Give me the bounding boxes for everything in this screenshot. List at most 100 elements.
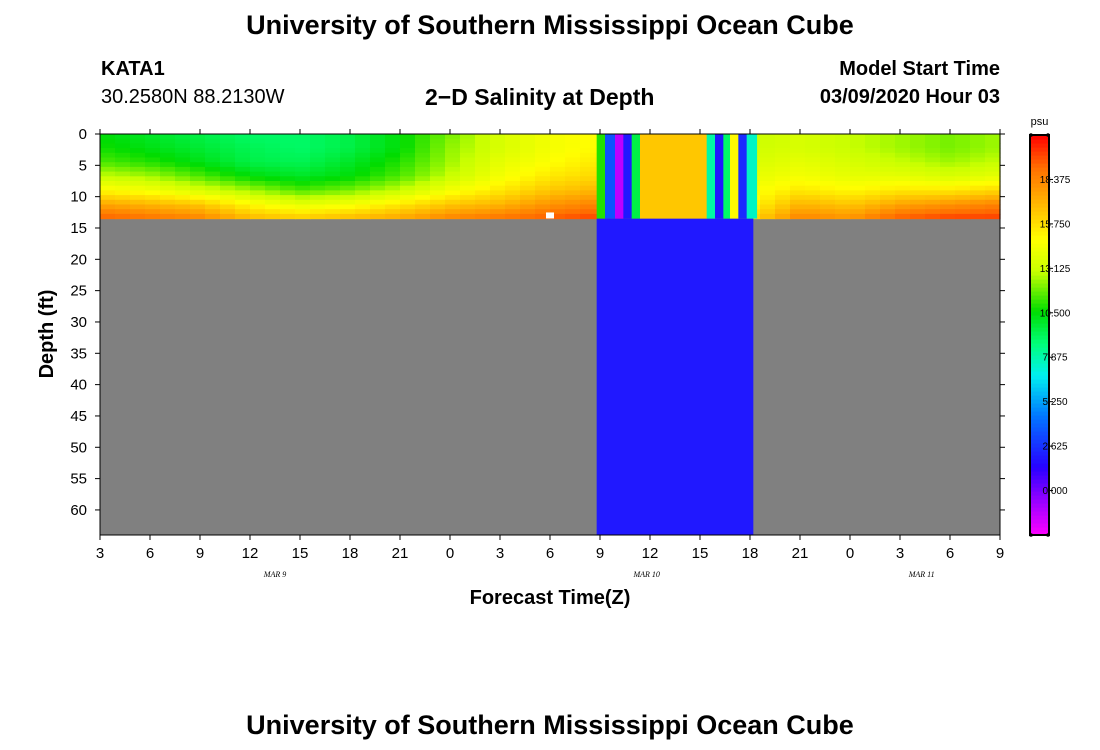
heatmap-cell [280,185,296,191]
heatmap-cell [895,162,911,168]
heatmap-cell [925,134,941,140]
heatmap-cell [580,176,596,182]
heatmap-cell [955,185,971,191]
heatmap-cell [580,148,596,154]
heatmap-cell [160,213,176,220]
heatmap-cell [430,148,446,154]
anomaly-column [738,134,748,219]
heatmap-cell [145,152,161,159]
heatmap-cell [325,204,341,210]
heatmap-cell [505,143,521,149]
heatmap-cell [835,176,851,182]
heatmap-cell [880,134,896,140]
y-tick-label: 35 [70,345,87,362]
heatmap-cell [175,204,191,210]
heatmap-cell [340,138,356,144]
heatmap-cell [430,138,446,144]
heatmap-cell [895,157,911,163]
heatmap-cell [250,143,266,149]
heatmap-cell [970,176,986,182]
heatmap-cell [460,143,476,149]
heatmap-cell [820,209,836,215]
heatmap-cell [220,195,236,201]
heatmap-cell [100,199,116,206]
heatmap-cell [940,143,956,149]
colorbar-segment [1030,335,1049,340]
heatmap-cell [985,134,1001,140]
colorbar-frame [1029,134,1050,536]
heatmap-cell [370,152,386,159]
heatmap-cell [580,195,596,201]
heatmap-cell [535,138,551,144]
heatmap-cell [415,195,431,201]
heatmap-cell [205,199,221,206]
heatmap-cell [910,134,926,140]
heatmap-cell [355,176,371,182]
heatmap-cell [835,185,851,191]
heatmap-cell [985,138,1001,144]
axes: 3 6 9 12 15 18 21 0 3 6 9 12 15 18 21 0 3 6 9 MAR 9 MAR 10 MA… [70,126,1005,579]
heatmap-cell [460,180,476,187]
colorbar-segment [1030,387,1049,392]
heatmap-cell [835,190,851,196]
heatmap-cell [820,180,836,187]
heatmap-cell [925,213,941,220]
heatmap-cell [805,204,821,210]
heatmap-cell [325,171,341,177]
heatmap-cell [835,204,851,210]
colorbar-cap [1029,533,1033,537]
heatmap-cell [910,157,926,163]
heatmap-cell [445,134,461,140]
heatmap-cell [475,199,491,206]
heatmap-cell [790,190,806,196]
heatmap-cell [490,157,506,163]
heatmap-cell [310,190,326,196]
heatmap-cell [100,152,116,159]
heatmap-cell [760,162,776,168]
heatmap-cell [895,134,911,140]
heatmap-cell [955,171,971,177]
colorbar-segment [1030,307,1049,312]
heatmap-cell [850,171,866,177]
heatmap-cell [550,157,566,163]
heatmap-cell [565,171,581,177]
heatmap-cell [760,157,776,163]
heatmap-cell [235,213,251,220]
heatmap-cell [280,138,296,144]
heatmap-cell [385,157,401,163]
heatmap-cell [760,199,776,206]
heatmap-cell [235,180,251,187]
heatmap-cell [925,180,941,187]
heatmap-cell [775,166,791,173]
heatmap-cell [790,176,806,182]
anomaly-column [623,134,633,219]
colorbar-segment [1030,223,1049,228]
colorbar-segment [1030,415,1049,420]
heatmap-cell [190,213,206,220]
heatmap-cell [130,157,146,163]
heatmap-cell [985,176,1001,182]
heatmap-cell [295,204,311,210]
heatmap-cell [565,157,581,163]
heatmap-cell [175,166,191,173]
heatmap-cell [475,176,491,182]
heatmap-cell [820,195,836,201]
heatmap-cell [880,157,896,163]
heatmap-cell [580,185,596,191]
heatmap-cell [310,162,326,168]
colorbar-segment [1030,339,1049,344]
heatmap-cell [490,209,506,215]
deep-anomaly-region [596,218,754,535]
heatmap-cell [460,213,476,220]
heatmap-cell [835,195,851,201]
heatmap-cell [280,204,296,210]
heatmap-cell [865,148,881,154]
heatmap-cell [235,138,251,144]
heatmap-cell [160,148,176,154]
heatmap-cell [955,199,971,206]
anomaly-column [715,134,724,219]
heatmap-cell [910,152,926,159]
heatmap-cell [220,171,236,177]
heatmap-cell [805,143,821,149]
heatmap-cell [310,138,326,144]
